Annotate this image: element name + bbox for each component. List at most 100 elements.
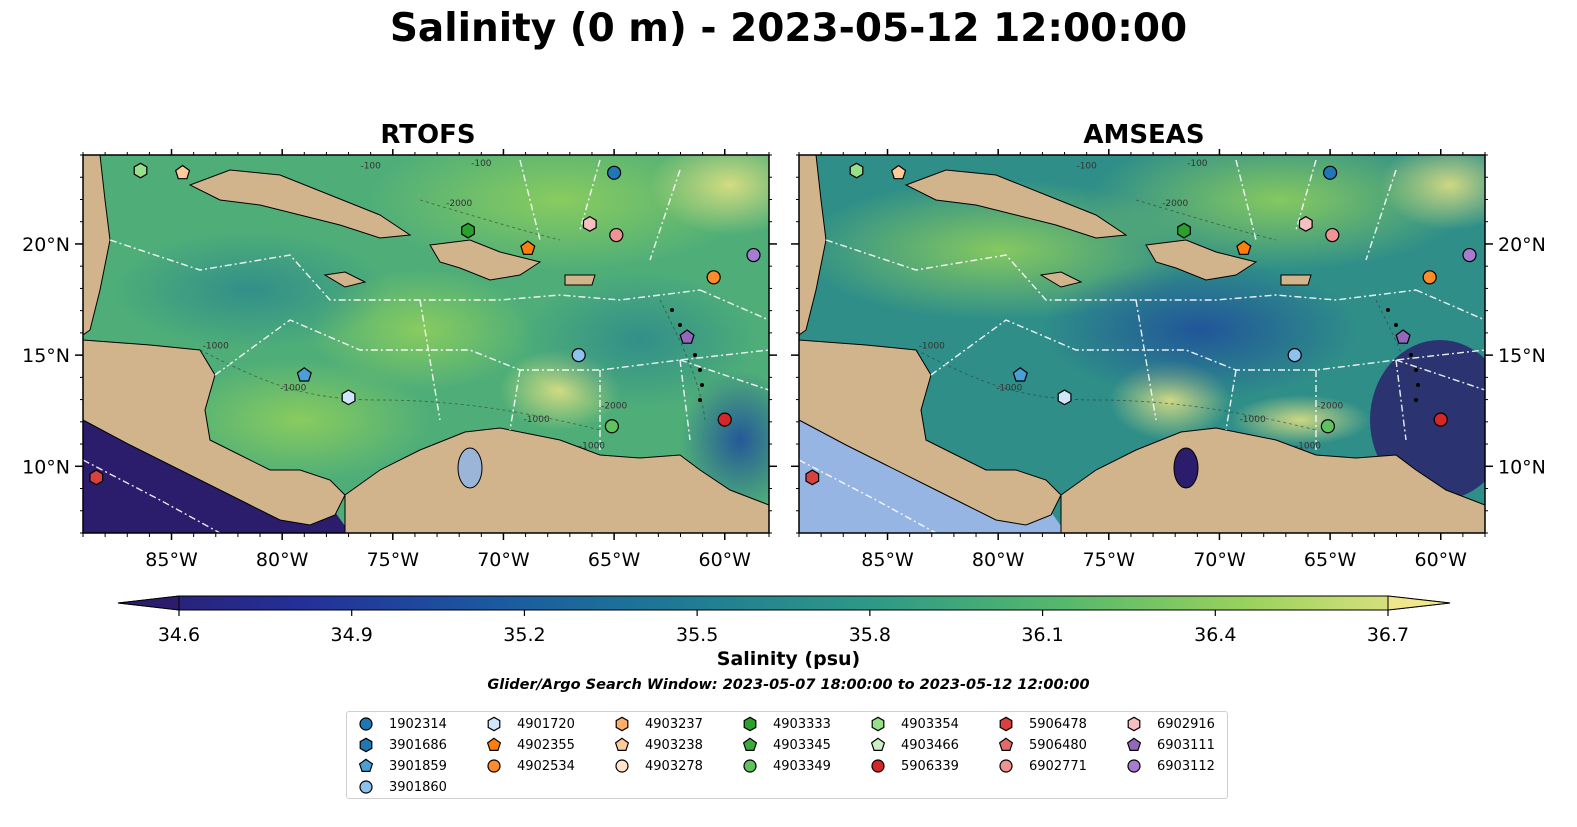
- float-marker-4901720: [1057, 389, 1072, 406]
- pentagon-icon: [998, 737, 1014, 751]
- contour-label: -1000: [579, 442, 605, 452]
- legend-item-4903278: 4903278: [611, 756, 703, 776]
- legend-item-4902355: 4902355: [483, 735, 575, 755]
- float-marker-4902534: [706, 270, 721, 285]
- float-marker-4903349: [1320, 419, 1335, 434]
- rtofs-frame: [82, 154, 770, 534]
- legend-marker-5906480: [998, 737, 1014, 751]
- rtofs-map: [83, 155, 769, 533]
- float-marker-5906478: [89, 469, 104, 486]
- x-tick-label: 70°W: [1193, 549, 1246, 571]
- colorbar-tick-label: 34.6: [158, 624, 200, 646]
- circle-icon: [615, 759, 629, 773]
- contour-label: -100: [1076, 161, 1097, 171]
- contour-label: -1000: [280, 384, 306, 394]
- legend-marker-6903111: [1126, 737, 1142, 751]
- legend-marker-4901720: [487, 716, 501, 732]
- legend-label: 4901720: [517, 716, 575, 732]
- contour-label: -1000: [524, 415, 550, 425]
- float-marker-5906339: [717, 412, 732, 427]
- legend-marker-4903238: [614, 737, 630, 751]
- y-tick-label: 10°N: [1498, 456, 1546, 478]
- legend-label: 4903466: [901, 737, 959, 753]
- circle-icon: [999, 759, 1013, 773]
- legend-marker-4903278: [615, 759, 629, 773]
- legend-marker-6902771: [999, 759, 1013, 773]
- legend-label: 4903333: [773, 716, 831, 732]
- hexagon-icon: [359, 737, 373, 753]
- legend-label: 6903112: [1157, 758, 1215, 774]
- axes-layer: 85°W 80°W 75°W 70°W 65°W 60°W 20°N 15°N 10°N -100…: [22, 149, 1546, 571]
- x-tick-label: 60°W: [699, 549, 752, 571]
- legend-label: 5906339: [901, 758, 959, 774]
- legend-label: 4903354: [901, 716, 959, 732]
- hexagon-icon: [1127, 716, 1141, 732]
- legend-item-6903112: 6903112: [1123, 756, 1215, 776]
- legend-label: 1902314: [389, 716, 447, 732]
- y-tick-label: 10°N: [22, 456, 70, 478]
- float-marker-4903349: [604, 419, 619, 434]
- y-tick-label: 20°N: [1498, 234, 1546, 256]
- colorbar-tick-label: 36.7: [1367, 624, 1409, 646]
- float-marker-3901860: [571, 348, 586, 363]
- circle-icon: [1127, 759, 1141, 773]
- legend-marker-5906339: [871, 759, 885, 773]
- legend-label: 6902771: [1029, 758, 1087, 774]
- colorbar-tick-label: 35.2: [503, 624, 545, 646]
- float-marker-4903333: [1177, 222, 1191, 239]
- legend-marker-4903237: [615, 716, 629, 732]
- contour-label: -2000: [1162, 199, 1188, 209]
- float-marker-3901859: [296, 367, 312, 382]
- figure-title: Salinity (0 m) - 2023-05-12 12:00:00: [389, 6, 1188, 51]
- float-marker-6902916: [582, 215, 597, 232]
- legend-item-4901720: 4901720: [483, 714, 575, 734]
- hexagon-icon: [487, 716, 501, 732]
- x-tick-label: 85°W: [861, 549, 914, 571]
- colorbar-label: Salinity (psu): [716, 648, 861, 670]
- panel-title-amseas: AMSEAS: [1083, 120, 1205, 150]
- contour-label: -100: [360, 161, 381, 171]
- contour-label: -1000: [203, 341, 229, 351]
- legend-item-6902916: 6902916: [1123, 714, 1215, 734]
- y-tick-label: 15°N: [1498, 345, 1546, 367]
- legend-marker-4903354: [871, 716, 885, 732]
- contour-label: -2000: [1317, 401, 1343, 411]
- float-marker-4902355: [520, 240, 536, 255]
- legend-item-5906480: 5906480: [995, 735, 1087, 755]
- x-tick-label: 80°W: [256, 549, 309, 571]
- float-marker-4903238: [890, 164, 907, 180]
- legend-label: 4903237: [645, 716, 703, 732]
- y-tick-label: 20°N: [22, 234, 70, 256]
- float-marker-6902771: [609, 227, 624, 243]
- contour-label: -2000: [446, 199, 472, 209]
- float-marker-6903111: [1395, 329, 1411, 344]
- contour-label: -100: [471, 159, 492, 169]
- float-marker-5906478: [805, 469, 820, 486]
- float-marker-1902314: [606, 165, 622, 180]
- colorbar: [117, 595, 1451, 611]
- legend-item-6902771: 6902771: [995, 756, 1087, 776]
- float-marker-3901859: [1012, 367, 1028, 382]
- legend-marker-4902534: [487, 759, 501, 773]
- contour-label: -1000: [1295, 442, 1321, 452]
- float-marker-6902771: [1325, 227, 1340, 243]
- pentagon-icon: [870, 737, 886, 751]
- hexagon-icon: [871, 716, 885, 732]
- float-marker-6903111: [679, 329, 695, 344]
- hexagon-icon: [999, 716, 1013, 732]
- legend-marker-4903349: [743, 759, 757, 773]
- contour-label: -1000: [1240, 415, 1266, 425]
- legend-marker-4903466: [870, 737, 886, 751]
- contour-label: -100: [1187, 159, 1208, 169]
- legend-item-3901859: 3901859: [355, 756, 447, 776]
- legend-item-4903333: 4903333: [739, 714, 831, 734]
- pentagon-icon: [742, 737, 758, 751]
- legend-label: 5906478: [1029, 716, 1087, 732]
- circle-icon: [359, 780, 373, 794]
- legend-marker-4903345: [742, 737, 758, 751]
- legend-item-4903349: 4903349: [739, 756, 831, 776]
- panel-title-rtofs: RTOFS: [380, 120, 476, 150]
- float-marker-4903333: [461, 222, 475, 239]
- legend-marker-4902355: [486, 737, 502, 751]
